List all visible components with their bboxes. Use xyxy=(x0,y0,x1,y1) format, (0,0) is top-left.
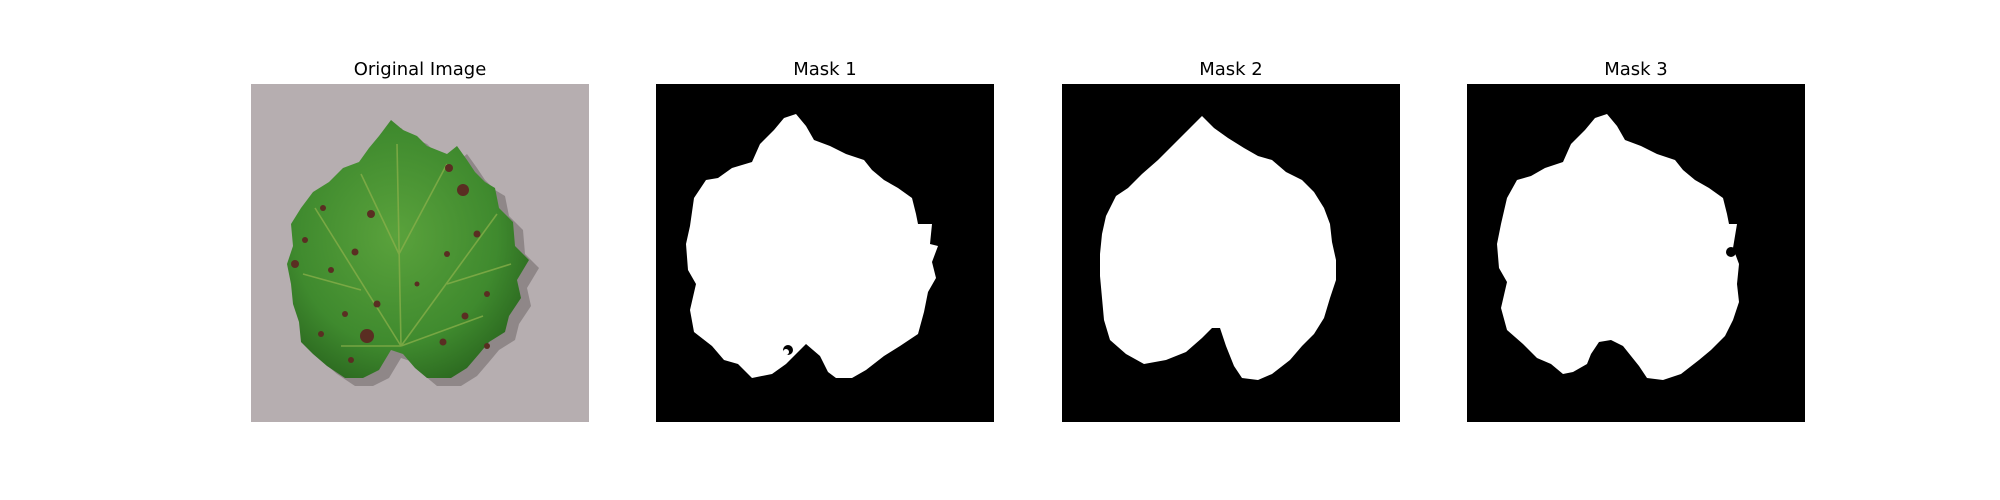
leaf-photo xyxy=(251,84,589,422)
panel-title-mask-2: Mask 2 xyxy=(1199,59,1263,80)
mask-3-region xyxy=(1497,114,1739,380)
original-image xyxy=(251,84,589,422)
leaf-spots xyxy=(291,164,490,363)
leaf-veins xyxy=(302,143,512,347)
mask-1-image xyxy=(656,84,994,422)
panel-original: Original Image xyxy=(251,58,589,424)
mask-1-region xyxy=(686,114,938,378)
panel-mask-1: Mask 1 xyxy=(656,58,994,424)
panel-mask-2: Mask 2 xyxy=(1062,58,1400,424)
mask-3-image xyxy=(1467,84,1805,422)
panel-mask-3: Mask 3 xyxy=(1467,58,1805,424)
panel-title-mask-1: Mask 1 xyxy=(793,59,857,80)
mask-2 xyxy=(1062,84,1400,422)
panel-title-mask-3: Mask 3 xyxy=(1604,59,1668,80)
mask-2-image xyxy=(1062,84,1400,422)
panel-title-original: Original Image xyxy=(353,59,487,80)
mask-3 xyxy=(1467,84,1805,422)
mask-2-region xyxy=(1100,116,1336,380)
mask-1 xyxy=(656,84,994,422)
